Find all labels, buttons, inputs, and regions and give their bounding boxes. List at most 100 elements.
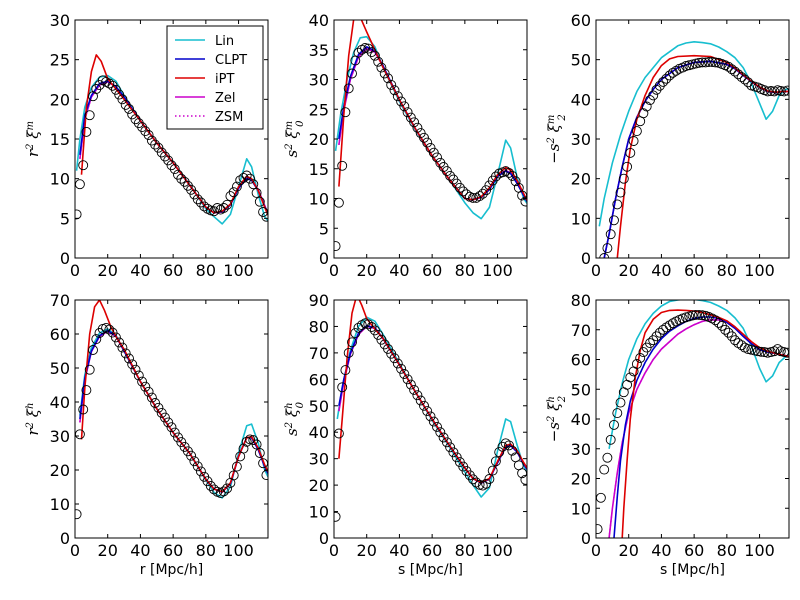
data-point [775, 86, 786, 96]
data-point [248, 179, 259, 190]
data-point [474, 191, 485, 202]
series-group [598, 41, 789, 258]
series-lin-line [598, 41, 789, 227]
data-point [337, 160, 348, 171]
data-point [645, 338, 655, 349]
x-tick-label: 100 [482, 261, 513, 280]
data-point [415, 395, 426, 406]
data-point [343, 347, 354, 358]
y-tick-label: 70 [50, 291, 70, 310]
data-point [500, 438, 511, 449]
data-point [140, 126, 151, 137]
data-point [402, 107, 413, 118]
data-point [422, 406, 433, 417]
x-tick-label: 100 [223, 261, 254, 280]
data-point [422, 137, 433, 148]
data-point [622, 161, 633, 172]
x-tick-label: 60 [684, 541, 704, 560]
y-tick-label: 15 [50, 130, 70, 149]
data-point [599, 464, 610, 475]
data-point [402, 374, 413, 385]
data-point [684, 60, 695, 71]
y-tick-label: 20 [571, 470, 591, 489]
data-point [238, 443, 249, 454]
data-point [425, 411, 436, 422]
data-point [490, 456, 501, 467]
data-point [487, 465, 498, 476]
data-point [694, 309, 704, 320]
y-tick-label: 10 [50, 495, 70, 514]
data-point [658, 76, 669, 87]
data-point [671, 65, 682, 76]
data-point [228, 470, 239, 481]
y-tick-label: 0 [581, 529, 591, 548]
y-tick-label: 50 [571, 380, 591, 399]
data-point [383, 73, 393, 84]
data-point [654, 327, 665, 338]
y-tick-label: 80 [309, 317, 329, 336]
x-tick-label: 80 [455, 541, 475, 560]
y-tick-label: 40 [50, 393, 70, 412]
y-axis-label: r2 ξh [24, 402, 42, 435]
data-point [376, 62, 387, 73]
data-point [477, 188, 488, 199]
y-tick-label: 60 [571, 11, 591, 30]
data-point [612, 408, 623, 419]
data-point [101, 322, 112, 333]
data-point [435, 427, 446, 438]
x-tick-label: 80 [717, 261, 737, 280]
data-point [687, 310, 698, 321]
legend-label-zsm: ZSM [215, 110, 243, 125]
x-tick-label: 20 [619, 261, 639, 280]
data-point [231, 181, 242, 192]
x-tick-label: 20 [357, 261, 377, 280]
data-point [723, 61, 734, 72]
data-point [504, 167, 514, 178]
data-point [726, 64, 737, 75]
data-point [228, 187, 239, 198]
data-point [75, 209, 82, 220]
data-point [471, 477, 482, 488]
data-point [772, 344, 783, 355]
data-point [723, 327, 734, 338]
data-point [609, 419, 619, 430]
data-point [651, 331, 662, 342]
data-point [192, 194, 203, 205]
data-point [356, 44, 367, 55]
y-tick-label: 50 [309, 397, 329, 416]
data-point [356, 320, 367, 331]
data-point [497, 441, 508, 452]
y-tick-label: 0 [581, 249, 591, 268]
data-point [366, 47, 377, 58]
data-point [160, 151, 170, 162]
data-point [143, 386, 154, 397]
panel-0-2: 0 20 40 60 80 100 0 10 20 30 40 50 60 −s2 ξm2 [545, 11, 790, 280]
data-point [648, 90, 659, 101]
data-point [700, 57, 711, 68]
data-point [766, 86, 776, 96]
plot-frame [333, 299, 528, 539]
data-point [697, 57, 708, 68]
x-tick-label: 0 [70, 541, 80, 560]
y-tick-label: 40 [571, 90, 591, 109]
data-point [654, 80, 665, 91]
data-point [350, 328, 361, 339]
data-point [222, 483, 233, 494]
y-tick-label: 10 [571, 209, 591, 228]
data-point [366, 322, 377, 332]
data-point [337, 382, 348, 393]
series-group [75, 300, 268, 520]
data-point [353, 47, 364, 58]
data-point [396, 363, 407, 374]
data-point [694, 57, 704, 68]
data-point [690, 309, 701, 320]
x-tick-label: 100 [223, 541, 254, 560]
data-point [373, 56, 384, 67]
x-tick-label: 20 [98, 261, 118, 280]
legend-label-lin: Lin [215, 34, 234, 49]
y-tick-label: 5 [319, 219, 329, 238]
x-tick-label: 80 [455, 261, 475, 280]
data-point [160, 412, 170, 423]
data-point [245, 173, 255, 184]
